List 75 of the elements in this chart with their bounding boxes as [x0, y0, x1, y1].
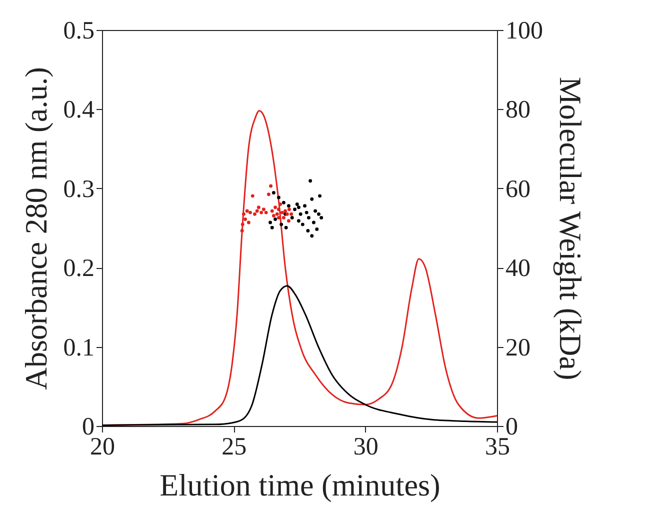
point [303, 204, 306, 208]
point [264, 210, 268, 214]
point [286, 204, 290, 208]
point [245, 209, 249, 213]
y2-tick-label: 20 [506, 334, 530, 362]
point [310, 197, 314, 201]
point [315, 227, 319, 231]
y-tick-label: 0.2 [63, 255, 94, 282]
point [318, 194, 322, 198]
y-tick-label: 0.1 [63, 334, 94, 362]
point [274, 206, 278, 210]
y2-tick-label: 80 [506, 96, 530, 124]
point [280, 222, 284, 226]
point [253, 212, 256, 216]
point [276, 216, 280, 220]
y2-tick-label: 60 [506, 176, 530, 203]
point [296, 219, 300, 223]
line-series [101, 285, 498, 426]
point [274, 218, 278, 222]
point [242, 212, 246, 216]
point [284, 226, 288, 230]
point [295, 202, 299, 206]
point [276, 208, 280, 212]
point [280, 210, 284, 214]
point [260, 210, 264, 214]
point [304, 210, 308, 214]
point [316, 212, 320, 216]
point [290, 212, 294, 216]
y-tick-label: 0.4 [63, 96, 95, 124]
x-tick-label: 20 [90, 434, 115, 460]
point [275, 212, 279, 216]
point [293, 208, 296, 212]
x-tick-label: 30 [353, 434, 378, 460]
point [288, 208, 291, 212]
point [250, 194, 254, 198]
point [266, 192, 270, 196]
point [306, 216, 310, 220]
point [276, 196, 280, 200]
point [310, 234, 314, 238]
point [300, 222, 304, 226]
point [282, 200, 286, 204]
point [272, 191, 276, 194]
point [262, 208, 266, 212]
y2-tick-label: 100 [506, 18, 543, 44]
point [255, 209, 259, 213]
point [314, 209, 318, 213]
point [256, 206, 260, 210]
y-axis-title: Absorbance 280 nm (a.u.) [18, 67, 54, 390]
point [282, 216, 286, 220]
point [320, 216, 324, 220]
point [272, 214, 276, 218]
point [308, 179, 312, 183]
point [290, 216, 294, 220]
x-axis-title: Elution time (minutes) [160, 468, 440, 502]
y-tick-label: 0.5 [63, 18, 94, 44]
point [284, 209, 288, 213]
y2-tick-label: 40 [506, 255, 530, 282]
point [248, 210, 252, 214]
point [286, 219, 290, 223]
x-tick-label: 25 [222, 434, 247, 460]
point [298, 212, 302, 216]
point [296, 206, 300, 210]
x-tick-label: 35 [485, 434, 510, 460]
point [270, 209, 274, 213]
point [312, 220, 316, 224]
point [246, 220, 250, 224]
point [240, 222, 244, 226]
y2-axis-title: Molecular Weight (kDa) [553, 76, 588, 380]
point [268, 220, 272, 224]
point [306, 229, 310, 232]
y-tick-label: 0.3 [63, 176, 94, 203]
point [269, 184, 273, 188]
point [240, 229, 244, 232]
point [270, 226, 274, 230]
point [244, 218, 247, 222]
